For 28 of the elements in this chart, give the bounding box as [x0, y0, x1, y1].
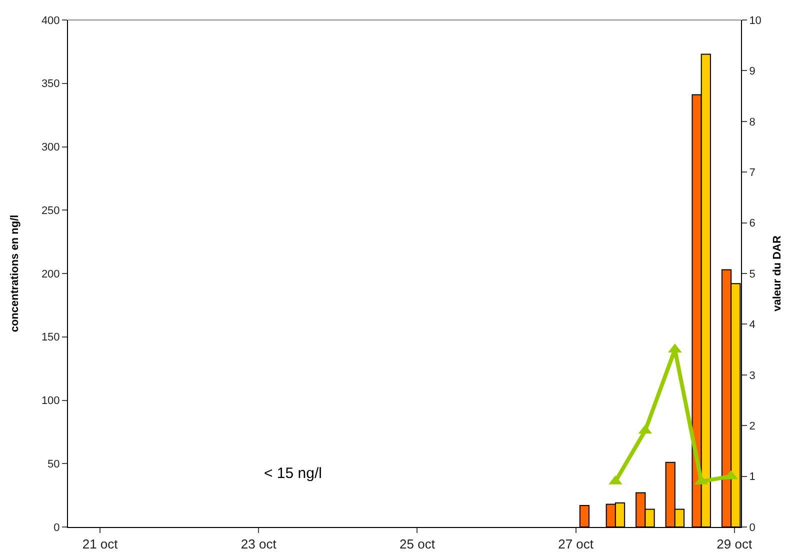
y-tick-label: 400: [41, 14, 60, 27]
x-tick-label: 25 oct: [400, 536, 436, 552]
y-tick-label: 200: [41, 268, 60, 280]
y2-tick-label: 7: [749, 166, 756, 179]
y2-tick-label: 2: [749, 420, 756, 432]
x-tick-label: 23 oct: [240, 536, 277, 552]
y-tick-label: 150: [41, 332, 60, 344]
y-axis-title: concentrations en ng/l: [9, 214, 22, 332]
y-tick-label: 100: [41, 395, 60, 408]
annotation: < 15 ng/l: [264, 465, 322, 482]
y2-axis-title: valeur du DAR: [772, 236, 784, 312]
y2-tick-label: 0: [749, 522, 756, 534]
y2-tick-label: 6: [749, 218, 756, 230]
x-tick-label: 27 oct: [558, 536, 594, 552]
y2-tick-label: 1: [749, 471, 756, 484]
y2-tick-label: 10: [749, 14, 762, 27]
y-tick-label: 300: [41, 142, 60, 154]
x-tick-label: 29 oct: [716, 536, 752, 552]
y-tick-label: 50: [48, 458, 60, 470]
y2-tick-label: 8: [749, 116, 756, 128]
y-tick-label: 250: [41, 204, 60, 217]
y-tick-label: 0: [54, 522, 60, 534]
y2-tick-label: 4: [749, 319, 756, 332]
y2-tick-label: 3: [749, 370, 756, 382]
y2-tick-label: 5: [749, 268, 756, 280]
y-tick-label: 350: [41, 78, 60, 90]
y2-tick-label: 9: [749, 66, 756, 78]
x-tick-label: 21 oct: [82, 536, 118, 552]
